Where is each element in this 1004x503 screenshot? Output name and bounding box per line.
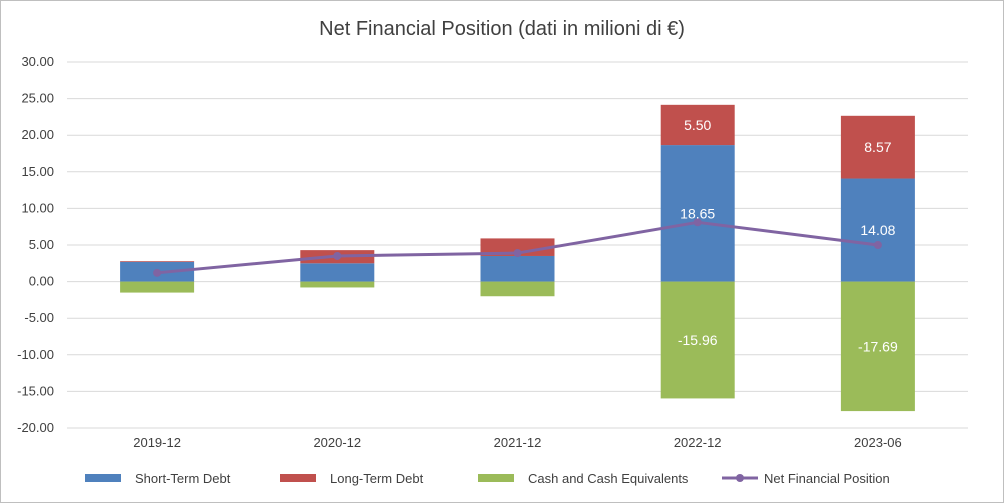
data-label: 5.50 [684,117,711,133]
data-label: -17.69 [858,338,898,354]
y-tick-label: 10.00 [21,200,54,215]
data-label: 8.57 [864,139,891,155]
y-tick-label: 5.00 [29,237,54,252]
cash-and-cash-equivalents-bar [660,281,735,399]
net-financial-position-point [873,241,882,249]
long-term-debt-bar [840,115,915,179]
long-term-debt-bar [120,261,195,262]
legend-label-long-term-debt: Long-Term Debt [330,471,424,486]
x-tick-label: 2022-12 [674,435,722,450]
data-label: 14.08 [860,222,895,238]
gridlines [67,61,968,429]
short-term-debt-bar [480,255,555,282]
net-financial-position-point [693,218,702,227]
legend: Short-Term Debt Long-Term Debt Cash and Ca… [85,471,890,486]
chart-title: Net Financial Position (dati in milioni … [319,18,685,40]
y-tick-label: -15.00 [17,383,54,398]
y-tick-label: 15.00 [21,164,54,179]
cash-and-cash-equivalents-bar [300,281,375,288]
x-tick-label: 2021-12 [494,435,542,450]
long-term-debt-bar [660,104,735,146]
cash-and-cash-equivalents-bar [480,281,555,297]
legend-swatch-cash-and-cash-equivalents [478,474,514,482]
net-financial-position-point [333,251,342,260]
legend-label-net-financial-position: Net Financial Position [764,471,890,486]
legend-swatch-short-term-debt [85,474,121,482]
y-tick-label: -20.00 [17,420,54,435]
y-tick-label: 20.00 [21,127,54,142]
y-tick-label: 25.00 [21,91,54,106]
x-axis: 2019-12 2020-12 2021-12 2022-12 2023-06 [133,435,902,450]
y-axis: 30.00 25.00 20.00 15.00 10.00 5.00 0.00 -5.00 -1… [17,54,54,435]
legend-swatch-long-term-debt [280,474,316,482]
cash-and-cash-equivalents-bar [840,281,915,412]
y-tick-label: -5.00 [24,310,54,325]
long-term-debt-bar [480,238,555,256]
x-tick-label: 2023-06 [854,435,902,450]
short-term-debt-bar [840,178,915,282]
short-term-debt-bar [660,145,735,282]
net-position-line [153,218,882,277]
short-term-debt-bar [300,263,375,282]
data-label: 18.65 [680,205,715,221]
cash-and-cash-equivalents-bar [120,281,195,293]
x-tick-label: 2019-12 [133,435,181,450]
legend-marker-net-financial-position [736,474,744,482]
y-tick-label: 30.00 [21,54,54,69]
legend-label-short-term-debt: Short-Term Debt [135,471,231,486]
y-tick-label: 0.00 [29,274,54,289]
data-labels: 18.65 5.50 -15.96 14.08 8.57 -17.69 [678,117,898,354]
data-label: -15.96 [678,332,718,348]
bars [120,104,915,412]
y-tick-label: -10.00 [17,347,54,362]
x-tick-label: 2020-12 [313,435,361,450]
net-financial-position-point [513,249,522,258]
net-financial-position-point [153,268,162,277]
legend-label-cash-and-cash-equivalents: Cash and Cash Equivalents [528,471,689,486]
